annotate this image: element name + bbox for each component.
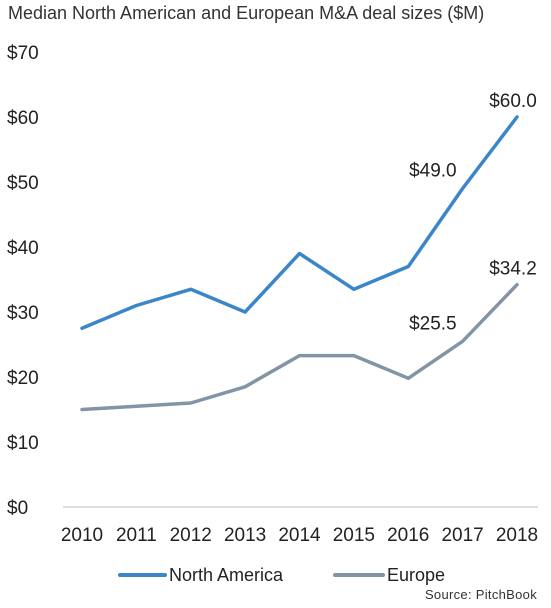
y-tick-label: $70 (7, 43, 39, 64)
y-tick-label: $40 (7, 238, 39, 259)
y-tick-label: $30 (7, 303, 39, 324)
x-tick-label: 2013 (224, 525, 266, 546)
y-axis-ticks: $0 $10 $20 $30 $40 $50 $60 $70 (7, 43, 39, 519)
series-lines (80, 115, 519, 412)
x-tick-label: 2015 (333, 525, 375, 546)
legend: North America Europe (118, 565, 445, 585)
data-label: $34.2 (489, 259, 537, 280)
y-tick-label: $10 (7, 433, 39, 454)
data-label: $49.0 (409, 161, 457, 182)
data-labels: $49.0 $60.0 $25.5 $34.2 (409, 91, 537, 334)
x-tick-label: 2018 (496, 525, 538, 546)
y-tick-label: $60 (7, 108, 39, 129)
data-label: $60.0 (489, 91, 537, 112)
y-tick-label: $0 (7, 498, 28, 519)
x-axis-ticks: 2010 2011 2012 2013 2014 2015 2016 2017 2018 (61, 525, 538, 546)
source-note: Source: PitchBook (424, 587, 537, 602)
series-line-north-america (80, 115, 519, 331)
x-tick-label: 2017 (441, 525, 483, 546)
series-line-europe (80, 282, 519, 412)
x-tick-label: 2014 (278, 525, 321, 546)
y-tick-label: $20 (7, 368, 39, 389)
x-tick-label: 2011 (116, 525, 157, 546)
chart-title: Median North American and European M&A d… (8, 3, 485, 23)
legend-label: Europe (387, 565, 445, 585)
legend-label: North America (169, 565, 284, 585)
x-tick-label: 2012 (170, 525, 212, 546)
y-tick-label: $50 (7, 173, 39, 194)
x-tick-label: 2010 (61, 525, 103, 546)
data-label: $25.5 (409, 313, 457, 334)
x-tick-label: 2016 (387, 525, 429, 546)
